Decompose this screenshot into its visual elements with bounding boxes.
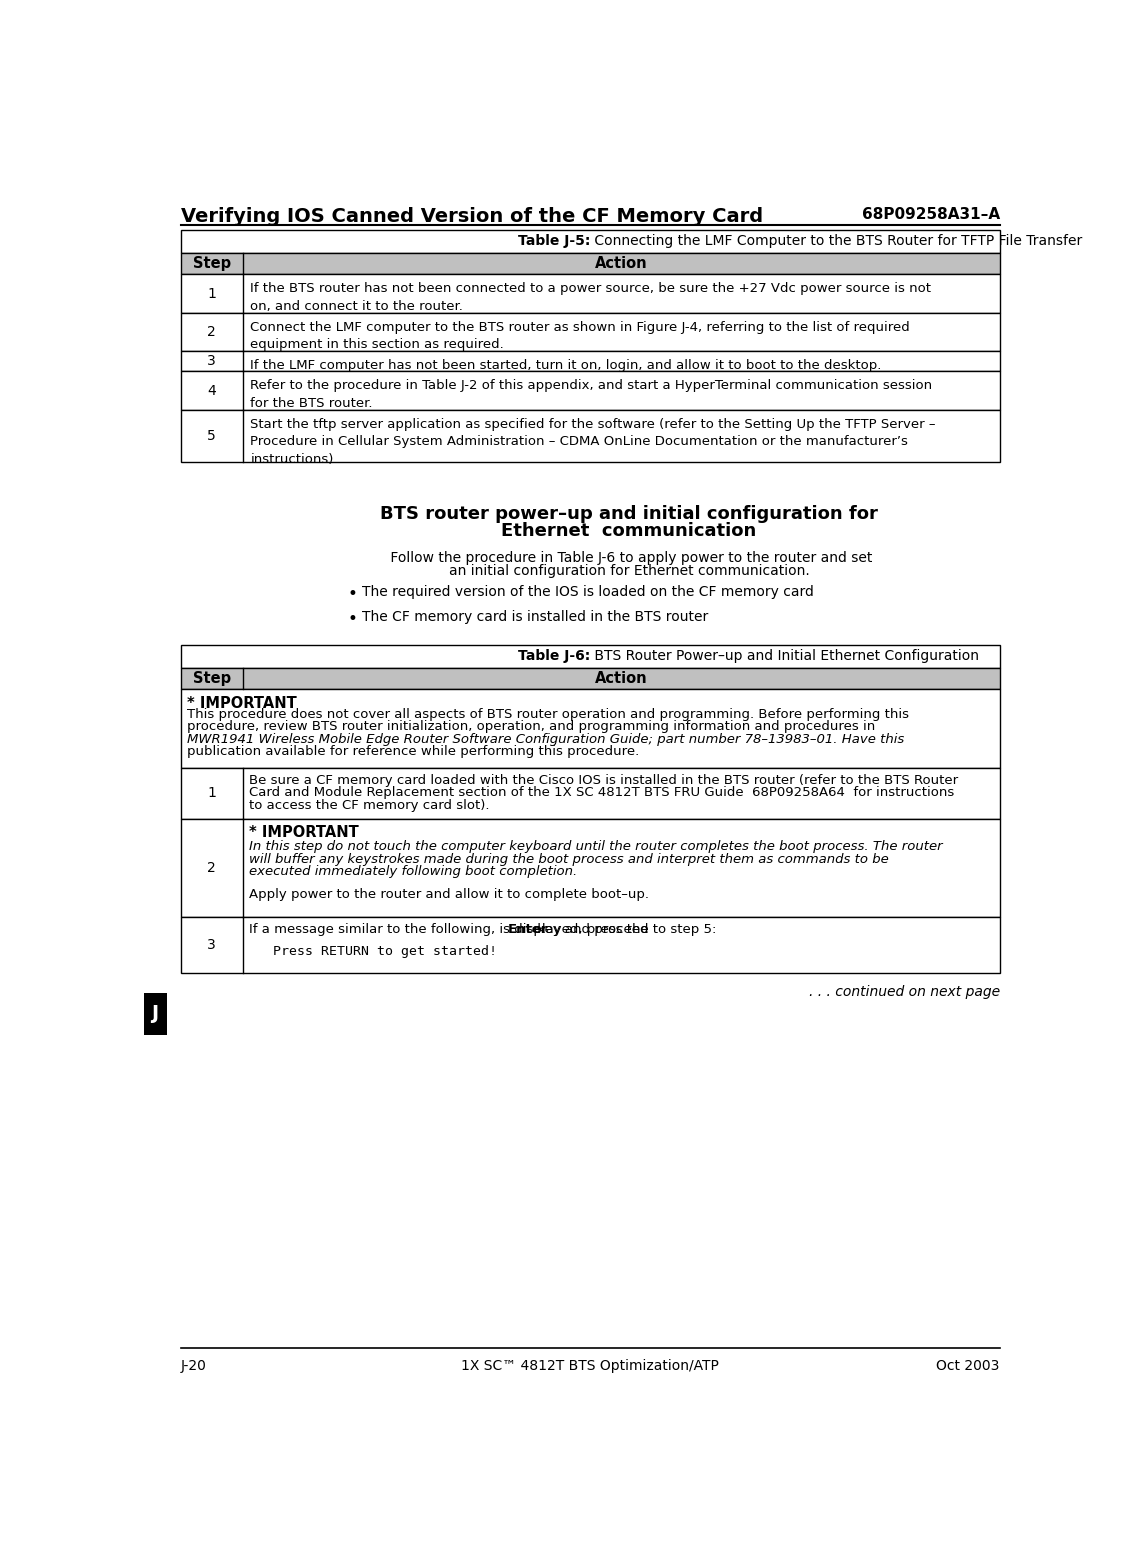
Text: BTS Router Power–up and Initial Ethernet Configuration: BTS Router Power–up and Initial Ethernet… [590,649,979,663]
Bar [180,917,1000,973]
Text: * IMPORTANT: * IMPORTANT [249,825,358,840]
Bar [180,230,1000,253]
Text: Step: Step [193,256,231,271]
Text: 1: 1 [208,786,216,800]
Text: MWR1941 Wireless Mobile Edge Router Software Configuration Guide; part number 78: MWR1941 Wireless Mobile Edge Router Soft… [187,732,905,745]
Text: * IMPORTANT: * IMPORTANT [187,695,296,711]
Text: Start the tftp server application as specified for the software (refer to the Se: Start the tftp server application as spe… [250,418,936,466]
Bar [180,313,1000,352]
Text: The CF memory card is installed in the BTS router: The CF memory card is installed in the B… [362,611,708,625]
Text: If a message similar to the following, is displayed, press the: If a message similar to the following, i… [249,924,653,936]
Text: 2: 2 [208,860,216,874]
Text: publication available for reference while performing this procedure.: publication available for reference whil… [187,745,639,757]
Text: Verifying IOS Canned Version of the CF Memory Card: Verifying IOS Canned Version of the CF M… [180,207,762,225]
Text: Card and Module Replacement section of the 1X SC 4812T BTS FRU Guide  68P09258A6: Card and Module Replacement section of t… [249,786,954,799]
Bar [144,993,166,1035]
Bar [180,819,1000,917]
Bar [180,668,1000,689]
Text: 2: 2 [208,325,216,339]
Text: Follow the procedure in Table J-6 to apply power to the router and set: Follow the procedure in Table J-6 to app… [386,550,872,564]
Text: Connecting the LMF Computer to the BTS Router for TFTP File Transfer: Connecting the LMF Computer to the BTS R… [590,234,1083,248]
Bar [180,253,1000,274]
Text: •: • [348,586,358,603]
Bar [180,768,1000,819]
Text: Ethernet  communication: Ethernet communication [502,521,757,540]
Text: to access the CF memory card slot).: to access the CF memory card slot). [249,799,489,811]
Text: 68P09258A31–A: 68P09258A31–A [862,207,1000,222]
Text: If the LMF computer has not been started, turn it on, login, and allow it to boo: If the LMF computer has not been started… [250,359,882,372]
Text: Step: Step [193,671,231,686]
Text: J-20: J-20 [180,1359,207,1372]
Bar [180,689,1000,768]
Bar [180,274,1000,313]
Text: key and proceed to step 5:: key and proceed to step 5: [533,924,716,936]
Text: Be sure a CF memory card loaded with the Cisco IOS is installed in the BTS route: Be sure a CF memory card loaded with the… [249,774,959,786]
Text: In this step do not touch the computer keyboard until the router completes the b: In this step do not touch the computer k… [249,840,943,853]
Text: Enter: Enter [507,924,548,936]
Text: Refer to the procedure in Table J-2 of this appendix, and start a HyperTerminal : Refer to the procedure in Table J-2 of t… [250,379,932,410]
Text: •: • [348,611,358,628]
Text: 3: 3 [208,355,216,369]
Text: Table J-5:: Table J-5: [518,234,590,248]
Text: 5: 5 [208,429,216,443]
Text: BTS router power–up and initial configuration for: BTS router power–up and initial configur… [380,504,878,523]
Text: If the BTS router has not been connected to a power source, be sure the +27 Vdc : If the BTS router has not been connected… [250,282,931,313]
Text: Table J-6:: Table J-6: [518,649,590,663]
Text: . . . continued on next page: . . . continued on next page [808,985,1000,999]
Text: 3: 3 [208,938,216,951]
Text: executed immediately following boot completion.: executed immediately following boot comp… [249,865,577,877]
Text: Press RETURN to get started!: Press RETURN to get started! [257,945,497,958]
Bar [180,352,1000,372]
Bar [180,645,1000,668]
Text: 4: 4 [208,384,216,398]
Text: 1X SC™ 4812T BTS Optimization/ATP: 1X SC™ 4812T BTS Optimization/ATP [461,1359,720,1372]
Bar [180,410,1000,463]
Text: Connect the LMF computer to the BTS router as shown in Figure J-4, referring to : Connect the LMF computer to the BTS rout… [250,321,910,352]
Text: J: J [152,1004,158,1024]
Text: an initial configuration for Ethernet communication.: an initial configuration for Ethernet co… [449,564,809,578]
Text: Action: Action [595,256,647,271]
Text: 1: 1 [208,287,216,301]
Text: procedure, review BTS router initialization, operation, and programming informat: procedure, review BTS router initializat… [187,720,875,732]
Text: will buffer any keystrokes made during the boot process and interpret them as co: will buffer any keystrokes made during t… [249,853,889,865]
Text: Apply power to the router and allow it to complete boot–up.: Apply power to the router and allow it t… [249,888,649,901]
Text: Oct 2003: Oct 2003 [937,1359,1000,1372]
Text: The required version of the IOS is loaded on the CF memory card: The required version of the IOS is loade… [362,586,814,600]
Text: This procedure does not cover all aspects of BTS router operation and programmin: This procedure does not cover all aspect… [187,708,909,720]
Bar [180,372,1000,410]
Text: Action: Action [595,671,647,686]
